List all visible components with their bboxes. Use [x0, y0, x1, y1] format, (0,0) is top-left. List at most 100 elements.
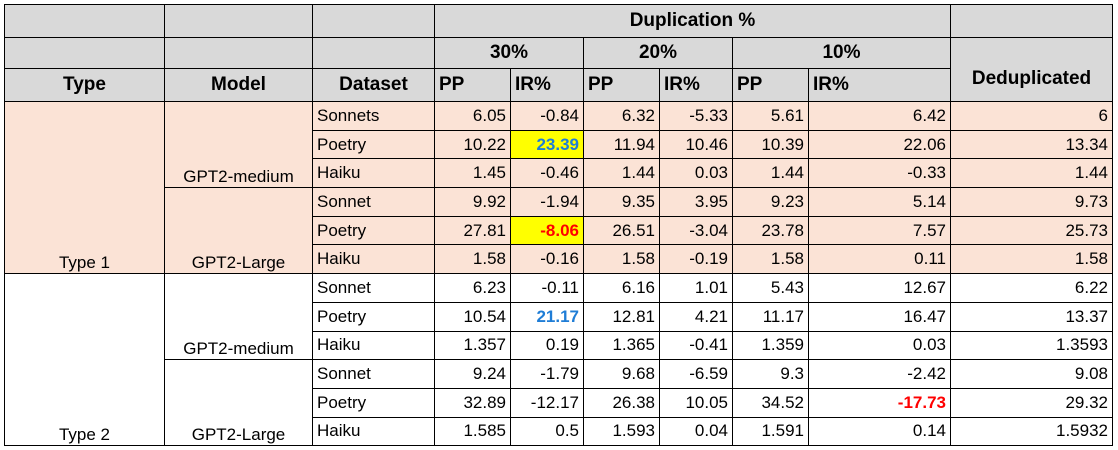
pct-20-header: 20% [583, 37, 733, 69]
pp20-cell: 12.81 [583, 301, 660, 332]
pp20-cell: 1.365 [583, 330, 660, 361]
model-cell: GPT2-Large [164, 187, 313, 275]
table-row: Haiku 1.585 0.5 1.593 0.04 1.591 0.14 1.… [5, 416, 1113, 447]
dedup-cell: 13.34 [950, 129, 1113, 160]
table-row: Poetry 32.89 -12.17 26.38 10.05 34.52 -1… [5, 387, 1113, 418]
pp30-cell: 6.05 [434, 101, 511, 131]
dataset-cell: Sonnet [312, 359, 435, 389]
ir10-cell: 0.14 [808, 416, 951, 447]
header-blank [950, 4, 1113, 38]
ir20-cell: 10.46 [659, 129, 733, 160]
pp-header: PP [732, 68, 809, 102]
dataset-cell: Haiku [312, 244, 435, 275]
duplication-header: Duplication % [434, 4, 951, 38]
pp30-cell: 1.357 [434, 330, 511, 361]
header-blank [312, 37, 435, 69]
dataset-cell: Poetry [312, 129, 435, 160]
table-row: Poetry 10.54 21.17 12.81 4.21 11.17 16.4… [5, 301, 1113, 332]
ir30-cell: -0.16 [510, 244, 584, 275]
dataset-cell: Haiku [312, 416, 435, 447]
dataset-cell: Sonnet [312, 187, 435, 217]
ir-header: IR% [659, 68, 733, 102]
ir30-cell: -0.11 [510, 273, 584, 303]
dedup-cell: 9.08 [950, 359, 1113, 389]
dataset-header: Dataset [312, 68, 435, 102]
dataset-cell: Sonnet [312, 273, 435, 303]
ir20-cell: 0.04 [659, 416, 733, 447]
dedup-cell: 13.37 [950, 301, 1113, 332]
pp10-cell: 5.43 [732, 273, 809, 303]
ir30-cell: -1.79 [510, 359, 584, 389]
results-table: Duplication % 30% 20% 10% Deduplicated T… [4, 4, 1113, 447]
dedup-cell: 1.58 [950, 244, 1113, 275]
table-row: Haiku 1.45 -0.46 1.44 0.03 1.44 -0.33 1.… [5, 158, 1113, 189]
ir30-cell: -12.17 [510, 387, 584, 418]
pp20-cell: 6.32 [583, 101, 660, 131]
pct-10-header: 10% [732, 37, 951, 69]
model-cell: GPT2-medium [164, 100, 313, 189]
ir10-cell: 22.06 [808, 129, 951, 160]
table-row: Poetry 27.81 -8.06 26.51 -3.04 23.78 7.5… [5, 215, 1113, 246]
table-row: Poetry 10.22 23.39 11.94 10.46 10.39 22.… [5, 129, 1113, 160]
header-blank [164, 37, 313, 69]
ir30-cell-highlighted: -8.06 [510, 215, 584, 246]
pp30-cell: 10.22 [434, 129, 511, 160]
ir10-cell-highlighted: -17.73 [808, 387, 951, 418]
pp10-cell: 10.39 [732, 129, 809, 160]
dedup-cell: 1.3593 [950, 330, 1113, 361]
pp30-cell: 9.92 [434, 187, 511, 217]
pp-header: PP [434, 68, 511, 102]
dedup-cell: 6.22 [950, 273, 1113, 303]
ir10-cell: 7.57 [808, 215, 951, 246]
dataset-cell: Poetry [312, 301, 435, 332]
pp-header: PP [583, 68, 660, 102]
dataset-cell: Poetry [312, 215, 435, 246]
ir20-cell: 4.21 [659, 301, 733, 332]
ir20-cell: -3.04 [659, 215, 733, 246]
ir20-cell: -0.41 [659, 330, 733, 361]
table-row: Haiku 1.357 0.19 1.365 -0.41 1.359 0.03 … [5, 330, 1113, 361]
dataset-cell: Sonnets [312, 101, 435, 131]
pp10-cell: 9.3 [732, 359, 809, 389]
type-cell: Type 2 [4, 273, 165, 447]
ir30-cell-highlighted: 21.17 [510, 301, 584, 332]
ir10-cell: 0.11 [808, 244, 951, 275]
type-cell: Type 1 [4, 100, 165, 275]
table-row: GPT2-Large Sonnet 9.92 -1.94 9.35 3.95 9… [5, 187, 1113, 275]
ir10-cell: -2.42 [808, 359, 951, 389]
table-row: GPT2-Large Sonnet 9.24 -1.79 9.68 -6.59 … [5, 359, 1113, 447]
ir10-cell: 5.14 [808, 187, 951, 217]
pp30-cell: 9.24 [434, 359, 511, 389]
pp10-cell: 5.61 [732, 101, 809, 131]
dataset-cell: Haiku [312, 330, 435, 361]
pp20-cell: 1.58 [583, 244, 660, 275]
pp30-cell: 1.45 [434, 158, 511, 189]
ir20-cell: 1.01 [659, 273, 733, 303]
ir-header: IR% [808, 68, 951, 102]
ir10-cell: 16.47 [808, 301, 951, 332]
dedup-cell: 9.73 [950, 187, 1113, 217]
ir30-cell: 0.5 [510, 416, 584, 447]
ir10-cell: -0.33 [808, 158, 951, 189]
ir-header: IR% [510, 68, 584, 102]
ir20-cell: 0.03 [659, 158, 733, 189]
pp30-cell: 27.81 [434, 215, 511, 246]
dedup-cell: 1.44 [950, 158, 1113, 189]
pp20-cell: 11.94 [583, 129, 660, 160]
ir10-cell: 12.67 [808, 273, 951, 303]
pp20-cell: 6.16 [583, 273, 660, 303]
pp30-cell: 6.23 [434, 273, 511, 303]
pp30-cell: 10.54 [434, 301, 511, 332]
pct-30-header: 30% [434, 37, 584, 69]
deduplicated-header: Deduplicated [950, 37, 1113, 102]
dedup-cell: 1.5932 [950, 416, 1113, 447]
pp10-cell: 23.78 [732, 215, 809, 246]
pp10-cell: 1.58 [732, 244, 809, 275]
ir30-cell: -0.46 [510, 158, 584, 189]
dedup-cell: 6 [950, 101, 1113, 131]
header-blank [4, 37, 165, 69]
pp10-cell: 1.591 [732, 416, 809, 447]
ir10-cell: 6.42 [808, 101, 951, 131]
ir20-cell: -6.59 [659, 359, 733, 389]
type-header: Type [4, 68, 165, 102]
